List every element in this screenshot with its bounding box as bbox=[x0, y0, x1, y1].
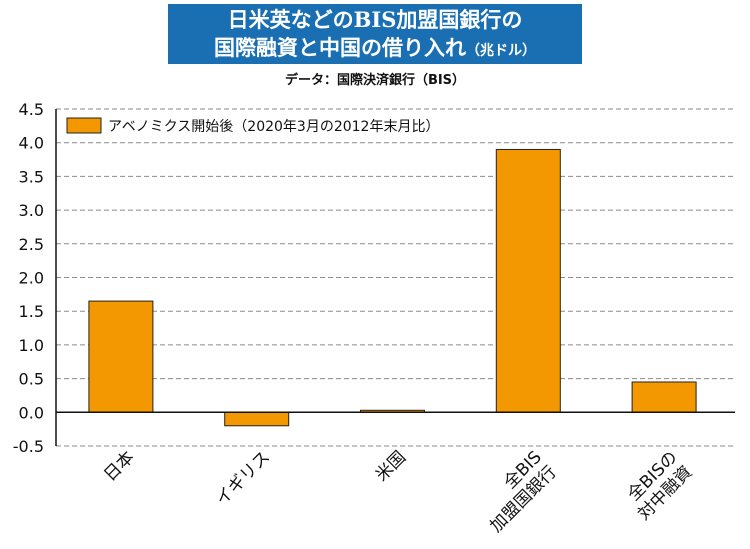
bar bbox=[224, 411, 290, 427]
legend-swatch bbox=[66, 117, 102, 134]
bar bbox=[631, 381, 697, 413]
category-label-line: 米国 bbox=[372, 447, 410, 485]
y-tick-label: 3.0 bbox=[19, 201, 44, 220]
y-tick-label: 0.0 bbox=[19, 403, 44, 422]
title-line-2: 国際融資と中国の借り入れ（兆ドル） bbox=[168, 34, 582, 65]
y-tick-label: 0.5 bbox=[19, 370, 44, 389]
y-tick-label: 4.5 bbox=[19, 100, 44, 119]
y-tick-label: 1.0 bbox=[19, 336, 44, 355]
source-note: データ：国際決済銀行（BIS） bbox=[284, 73, 466, 88]
category-label: 日本 bbox=[100, 447, 138, 485]
chart-title: 日米英などのBIS加盟国銀行の 国際融資と中国の借り入れ（兆ドル） bbox=[168, 4, 582, 64]
category-label: 米国 bbox=[372, 447, 410, 485]
legend-label: アベノミクス開始後（2020年3月の2012年末月比） bbox=[108, 119, 439, 135]
category-label: 全BISの対中融資 bbox=[619, 447, 696, 524]
category-label-line: 日本 bbox=[100, 447, 138, 485]
title-unit: （兆ドル） bbox=[466, 43, 536, 59]
category-label-line: イギリス bbox=[212, 447, 274, 509]
title-line-2-text: 国際融資と中国の借り入れ bbox=[214, 35, 466, 60]
y-tick-label: -0.5 bbox=[13, 437, 44, 456]
y-tick-label: 3.5 bbox=[19, 167, 44, 186]
bar bbox=[495, 148, 561, 413]
y-tick-label: 4.0 bbox=[19, 134, 44, 153]
bar bbox=[88, 300, 154, 413]
category-label: イギリス bbox=[212, 447, 274, 509]
title-line-1: 日米英などのBIS加盟国銀行の bbox=[227, 7, 523, 32]
y-tick-label: 1.5 bbox=[19, 302, 44, 321]
category-label: 全BIS加盟国銀行 bbox=[472, 447, 561, 536]
y-tick-label: 2.0 bbox=[19, 269, 44, 288]
y-tick-label: 2.5 bbox=[19, 235, 44, 254]
